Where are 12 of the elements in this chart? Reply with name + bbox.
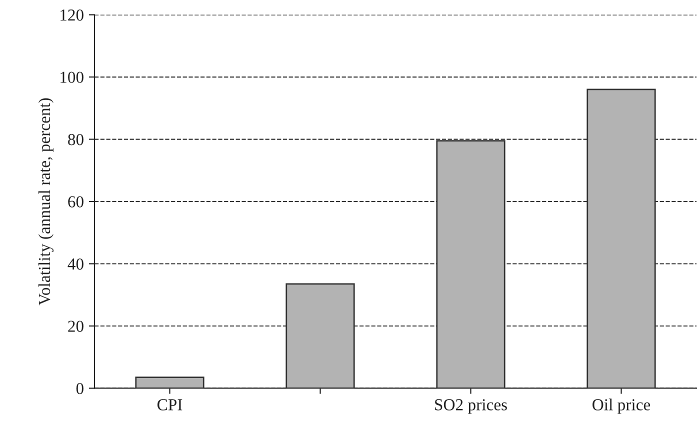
x-tick-label: SO2 prices (435, 399, 507, 414)
y-tick-label: 40 (68, 258, 84, 270)
y-tick-label: 20 (68, 320, 84, 332)
bar (135, 376, 204, 388)
y-tick-label: 100 (60, 72, 84, 83)
y-tick-label: 120 (60, 9, 84, 21)
x-tick-label: CPI (157, 399, 182, 410)
y-axis-title: Volatility (annual rate, percent) (38, 98, 54, 306)
x-tick-label: Oil price (592, 398, 650, 414)
y-tick-label: 60 (68, 196, 84, 208)
y-tick-label: 80 (68, 134, 84, 146)
y-tick-label: 0 (76, 382, 84, 394)
